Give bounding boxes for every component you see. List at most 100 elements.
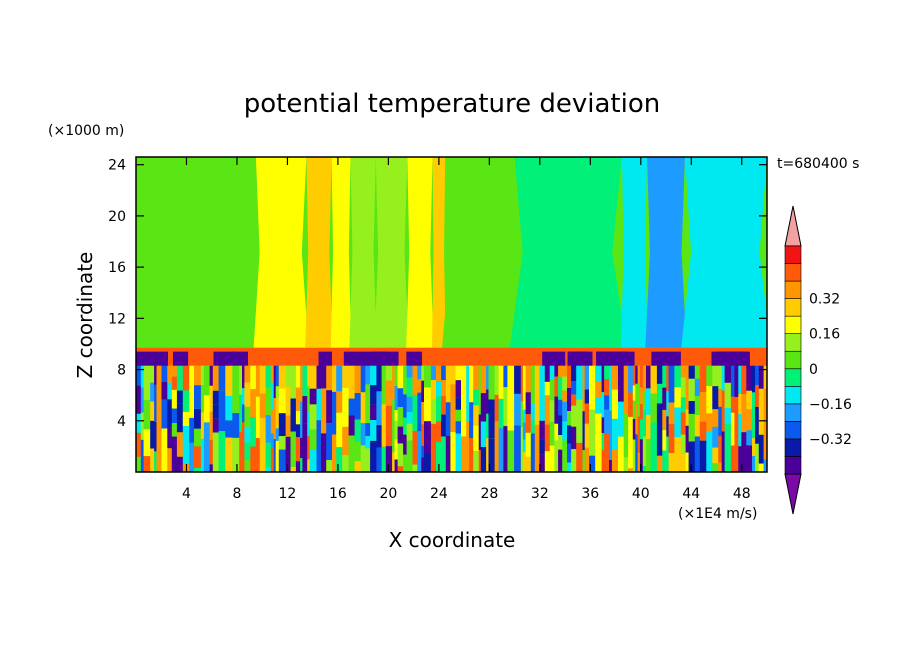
turbulent-cell [136, 385, 142, 414]
turbulent-cell [342, 455, 350, 472]
turbulent-cell [171, 423, 178, 437]
turbulent-cell [302, 365, 308, 397]
turbulent-cell [455, 409, 462, 422]
turbulent-cell [567, 425, 572, 444]
turbulent-cell [554, 440, 559, 472]
turbulent-cell [507, 390, 515, 431]
turbulent-cell [265, 442, 272, 468]
turbulent-cell [486, 389, 490, 414]
colorbar-min-triangle [784, 473, 802, 515]
turbulent-cell [595, 382, 603, 398]
turbulent-cell [336, 412, 343, 448]
turbulent-cell [623, 457, 629, 472]
turbulent-cell [567, 411, 572, 426]
turbulent-cell [421, 365, 425, 381]
turbulent-cell [270, 409, 275, 434]
turbulent-cell [171, 376, 178, 390]
turbulent-cell [441, 380, 447, 397]
turbulent-cell [656, 383, 663, 404]
turbulent-cell [699, 440, 707, 472]
turbulent-cell [554, 410, 559, 424]
turbulent-cell [140, 387, 145, 413]
turbulent-cell [348, 415, 356, 436]
turbulent-cell [662, 387, 667, 410]
turbulent-cell [758, 434, 765, 464]
turbulent-cell [300, 437, 304, 459]
turbulent-cell [150, 401, 155, 421]
turbulent-cell [270, 433, 275, 449]
turbulent-cell [712, 386, 719, 410]
turbulent-cell [666, 416, 670, 437]
turbulent-cell [488, 399, 496, 439]
turbulent-cell [270, 448, 275, 472]
turbulent-cell [730, 412, 735, 446]
turbulent-cell [445, 365, 451, 403]
turbulent-cell [662, 450, 667, 472]
turbulent-cell [412, 464, 418, 472]
turbulent-cell [194, 446, 202, 468]
turbulent-cell [466, 421, 470, 450]
turbulent-cell [176, 403, 184, 433]
turbulent-cell [421, 424, 425, 446]
turbulent-cell [182, 449, 190, 464]
turbulent-cell [639, 419, 644, 440]
turbulent-cell [486, 413, 490, 439]
turbulent-cell [385, 446, 393, 472]
turbulent-cell [360, 445, 366, 472]
turbulent-cell [522, 385, 527, 410]
turbulent-cell [549, 445, 556, 472]
turbulent-cell [403, 394, 408, 418]
turbulent-cell [176, 365, 184, 391]
turbulent-cell [724, 382, 732, 408]
turbulent-cell [562, 376, 568, 391]
turbulent-cell [694, 436, 701, 472]
turbulent-cell [300, 458, 304, 472]
turbulent-cell [576, 442, 584, 472]
turbulent-cell [167, 365, 173, 383]
turbulent-cell [544, 451, 551, 472]
turbulent-cell [632, 439, 636, 472]
turbulent-cell [473, 365, 480, 390]
turbulent-cell [365, 423, 371, 437]
turbulent-cell [601, 392, 605, 418]
turbulent-cell [392, 431, 396, 453]
inversion-patch [406, 351, 423, 369]
turbulent-cell [424, 387, 432, 422]
turbulent-cell [275, 365, 280, 387]
turbulent-cell [582, 450, 586, 472]
turbulent-cell [455, 380, 462, 398]
turbulent-cell [397, 426, 404, 444]
turbulent-cell [189, 442, 195, 472]
turbulent-cell [763, 388, 767, 425]
turbulent-cell [342, 387, 350, 413]
colorbar-segment [784, 368, 802, 387]
turbulent-cell [307, 386, 311, 412]
turbulent-cell [290, 467, 297, 472]
turbulent-cell [668, 453, 675, 472]
turbulent-cell [674, 407, 682, 438]
turbulent-cell [609, 410, 613, 460]
turbulent-cell [668, 365, 675, 403]
turbulent-cell [376, 365, 383, 392]
turbulent-cell [360, 392, 366, 424]
x-tick-label: 4 [182, 486, 191, 502]
turbulent-cell [503, 387, 508, 427]
turbulent-cell [412, 430, 418, 465]
turbulent-cell [628, 468, 634, 472]
turbulent-cell [278, 388, 287, 414]
turbulent-cell [300, 365, 304, 402]
turbulent-cell [706, 365, 713, 386]
colorbar-segment [784, 386, 802, 405]
turbulent-cell [430, 439, 437, 472]
turbulent-cell [203, 422, 211, 472]
turbulent-cell [332, 391, 337, 435]
turbulent-cell [694, 378, 701, 397]
plot-frame [135, 156, 768, 473]
turbulent-cell [674, 365, 682, 387]
turbulent-cell [295, 461, 301, 472]
y-tick-label: 4 [117, 414, 126, 430]
x-unit-label: (×1E4 m/s) [678, 506, 757, 522]
turbulent-cell [156, 365, 163, 414]
turbulent-cell [623, 365, 629, 415]
turbulent-cell [544, 395, 551, 425]
